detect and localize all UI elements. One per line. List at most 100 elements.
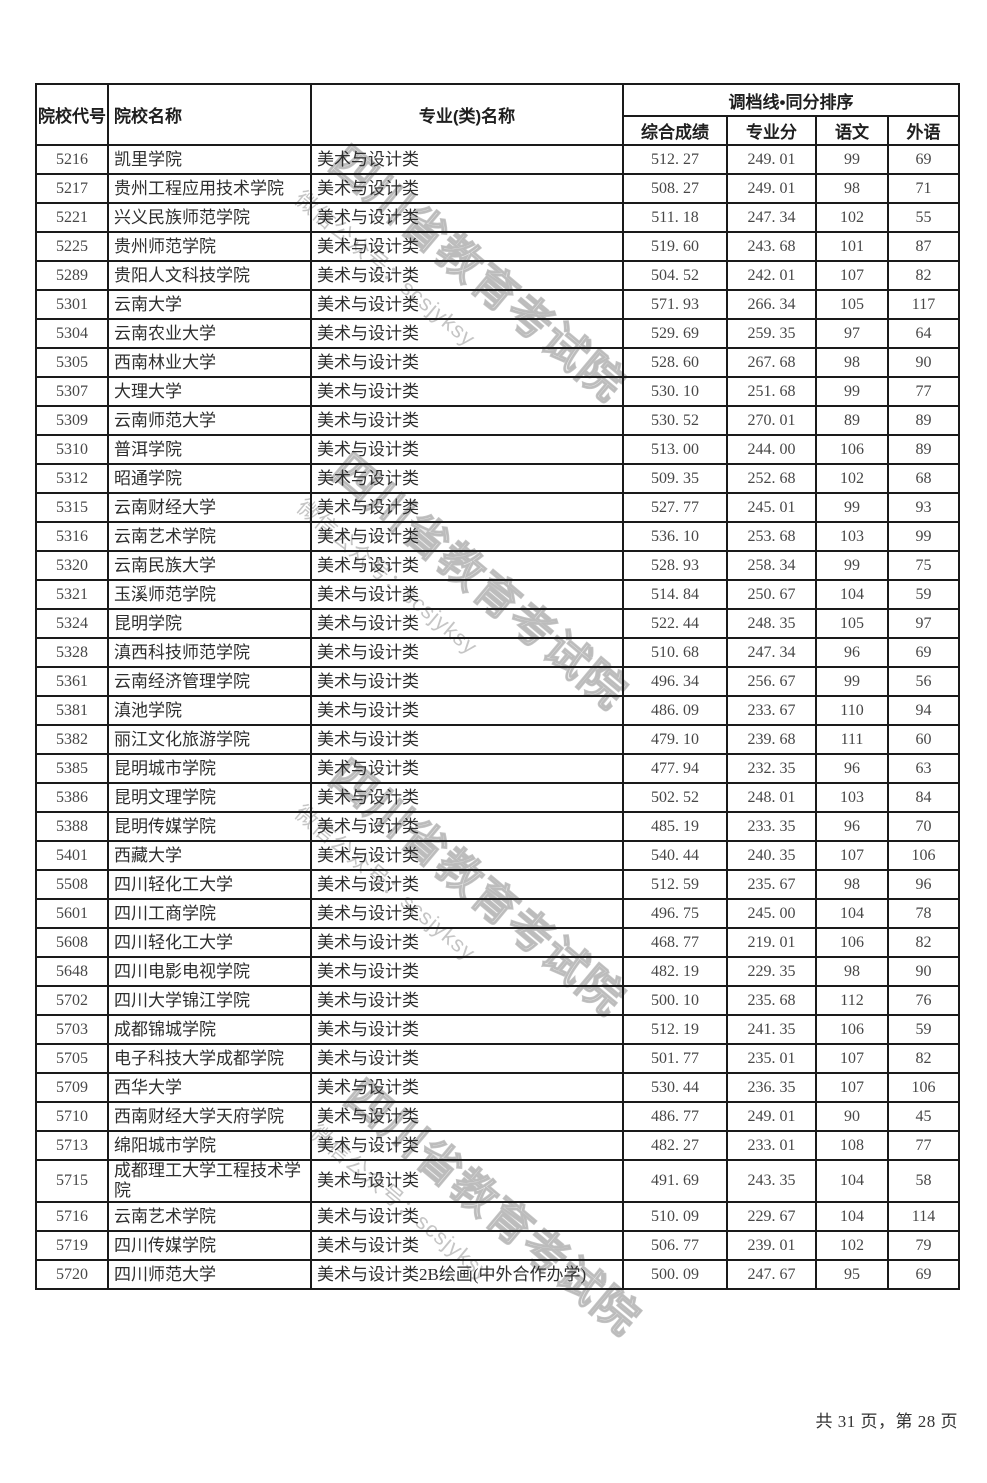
- major-score: 240. 35: [726, 840, 817, 871]
- composite-score: 527. 77: [622, 492, 728, 523]
- table-row: 5720 四川师范大学 美术与设计类2B绘画(中外合作办学) 500. 09 247. …: [35, 1259, 961, 1290]
- major-name: 美术与设计类: [310, 1014, 624, 1045]
- major-score: 239. 68: [726, 724, 817, 755]
- school-code: 5710: [35, 1101, 109, 1132]
- header-row-sub: 综合成绩 专业分 语文 外语: [36, 115, 961, 146]
- table-row: 5508 四川轻化工大学 美术与设计类 512. 59 235. 67 98 96: [35, 869, 961, 900]
- major-name: 美术与设计类: [310, 318, 624, 349]
- chinese-score: 104: [815, 898, 889, 929]
- foreign-lang-score: 117: [886, 289, 961, 320]
- header-foreign-lang-score: 外语: [886, 115, 961, 146]
- major-name: 美术与设计类: [310, 405, 624, 436]
- major-score: 233. 67: [726, 695, 817, 726]
- table-row: 5216 凯里学院 美术与设计类 512. 27 249. 01 99 69: [35, 144, 961, 175]
- major-score: 248. 35: [726, 608, 817, 639]
- school-code: 5307: [35, 376, 109, 407]
- major-score: 247. 67: [726, 1259, 817, 1290]
- foreign-lang-score: 90: [886, 956, 961, 987]
- composite-score: 514. 84: [622, 579, 728, 610]
- major-score: 242. 01: [726, 260, 817, 291]
- major-score: 229. 35: [726, 956, 817, 987]
- major-score: 270. 01: [726, 405, 817, 436]
- table-row: 5305 西南林业大学 美术与设计类 528. 60 267. 68 98 90: [35, 347, 961, 378]
- major-name: 美术与设计类: [310, 492, 624, 523]
- foreign-lang-score: 99: [886, 521, 961, 552]
- chinese-score: 99: [815, 144, 889, 175]
- foreign-lang-score: 71: [886, 173, 961, 204]
- school-name: 成都锦城学院: [107, 1014, 312, 1045]
- table-row: 5301 云南大学 美术与设计类 571. 93 266. 34 105 117: [35, 289, 961, 320]
- foreign-lang-score: 87: [886, 231, 961, 262]
- chinese-score: 106: [815, 434, 889, 465]
- major-score: 249. 01: [726, 173, 817, 204]
- foreign-lang-score: 93: [886, 492, 961, 523]
- major-score: 259. 35: [726, 318, 817, 349]
- major-name: 美术与设计类: [310, 695, 624, 726]
- school-name: 云南艺术学院: [107, 1201, 312, 1232]
- school-name: 云南财经大学: [107, 492, 312, 523]
- composite-score: 512. 27: [622, 144, 728, 175]
- school-name: 滇池学院: [107, 695, 312, 726]
- major-name: 美术与设计类: [310, 666, 624, 697]
- chinese-score: 98: [815, 347, 889, 378]
- major-name: 美术与设计类: [310, 1159, 624, 1203]
- school-code: 5289: [35, 260, 109, 291]
- major-score: 241. 35: [726, 1014, 817, 1045]
- header-chinese-score: 语文: [815, 115, 889, 146]
- school-code: 5715: [35, 1159, 109, 1203]
- major-score: 229. 67: [726, 1201, 817, 1232]
- admission-scores-table: 院校代号 院校名称 专业(类)名称 调档线•同分排序 综合成绩 专业分 语文 外…: [35, 83, 961, 1290]
- chinese-score: 104: [815, 1201, 889, 1232]
- header-row-group: 院校代号 院校名称 专业(类)名称 调档线•同分排序: [35, 83, 961, 146]
- composite-score: 536. 10: [622, 521, 728, 552]
- chinese-score: 96: [815, 753, 889, 784]
- composite-score: 482. 19: [622, 956, 728, 987]
- composite-score: 500. 10: [622, 985, 728, 1016]
- chinese-score: 107: [815, 840, 889, 871]
- foreign-lang-score: 70: [886, 811, 961, 842]
- school-code: 5310: [35, 434, 109, 465]
- school-name: 玉溪师范学院: [107, 579, 312, 610]
- composite-score: 571. 93: [622, 289, 728, 320]
- foreign-lang-score: 60: [886, 724, 961, 755]
- foreign-lang-score: 76: [886, 985, 961, 1016]
- header-major-score: 专业分: [726, 115, 817, 146]
- major-name: 美术与设计类: [310, 347, 624, 378]
- composite-score: 482. 27: [622, 1130, 728, 1161]
- major-score: 247. 34: [726, 202, 817, 233]
- major-name: 美术与设计类2B绘画(中外合作办学): [310, 1259, 624, 1290]
- foreign-lang-score: 63: [886, 753, 961, 784]
- major-name: 美术与设计类: [310, 289, 624, 320]
- foreign-lang-score: 82: [886, 927, 961, 958]
- foreign-lang-score: 84: [886, 782, 961, 813]
- major-score: 233. 35: [726, 811, 817, 842]
- chinese-score: 104: [815, 1159, 889, 1203]
- composite-score: 519. 60: [622, 231, 728, 262]
- table-row: 5709 西华大学 美术与设计类 530. 44 236. 35 107 106: [35, 1072, 961, 1103]
- school-name: 普洱学院: [107, 434, 312, 465]
- school-name: 昆明文理学院: [107, 782, 312, 813]
- school-code: 5320: [35, 550, 109, 581]
- foreign-lang-score: 64: [886, 318, 961, 349]
- school-name: 西藏大学: [107, 840, 312, 871]
- foreign-lang-score: 89: [886, 434, 961, 465]
- chinese-score: 107: [815, 260, 889, 291]
- table-row: 5221 兴义民族师范学院 美术与设计类 511. 18 247. 34 102 55: [35, 202, 961, 233]
- school-code: 5385: [35, 753, 109, 784]
- major-name: 美术与设计类: [310, 753, 624, 784]
- chinese-score: 102: [815, 463, 889, 494]
- chinese-score: 105: [815, 289, 889, 320]
- composite-score: 528. 93: [622, 550, 728, 581]
- school-code: 5305: [35, 347, 109, 378]
- major-name: 美术与设计类: [310, 637, 624, 668]
- major-score: 239. 01: [726, 1230, 817, 1261]
- foreign-lang-score: 69: [886, 637, 961, 668]
- major-score: 243. 68: [726, 231, 817, 262]
- composite-score: 511. 18: [622, 202, 728, 233]
- chinese-score: 108: [815, 1130, 889, 1161]
- school-code: 5328: [35, 637, 109, 668]
- chinese-score: 106: [815, 1014, 889, 1045]
- major-name: 美术与设计类: [310, 927, 624, 958]
- school-name: 昆明学院: [107, 608, 312, 639]
